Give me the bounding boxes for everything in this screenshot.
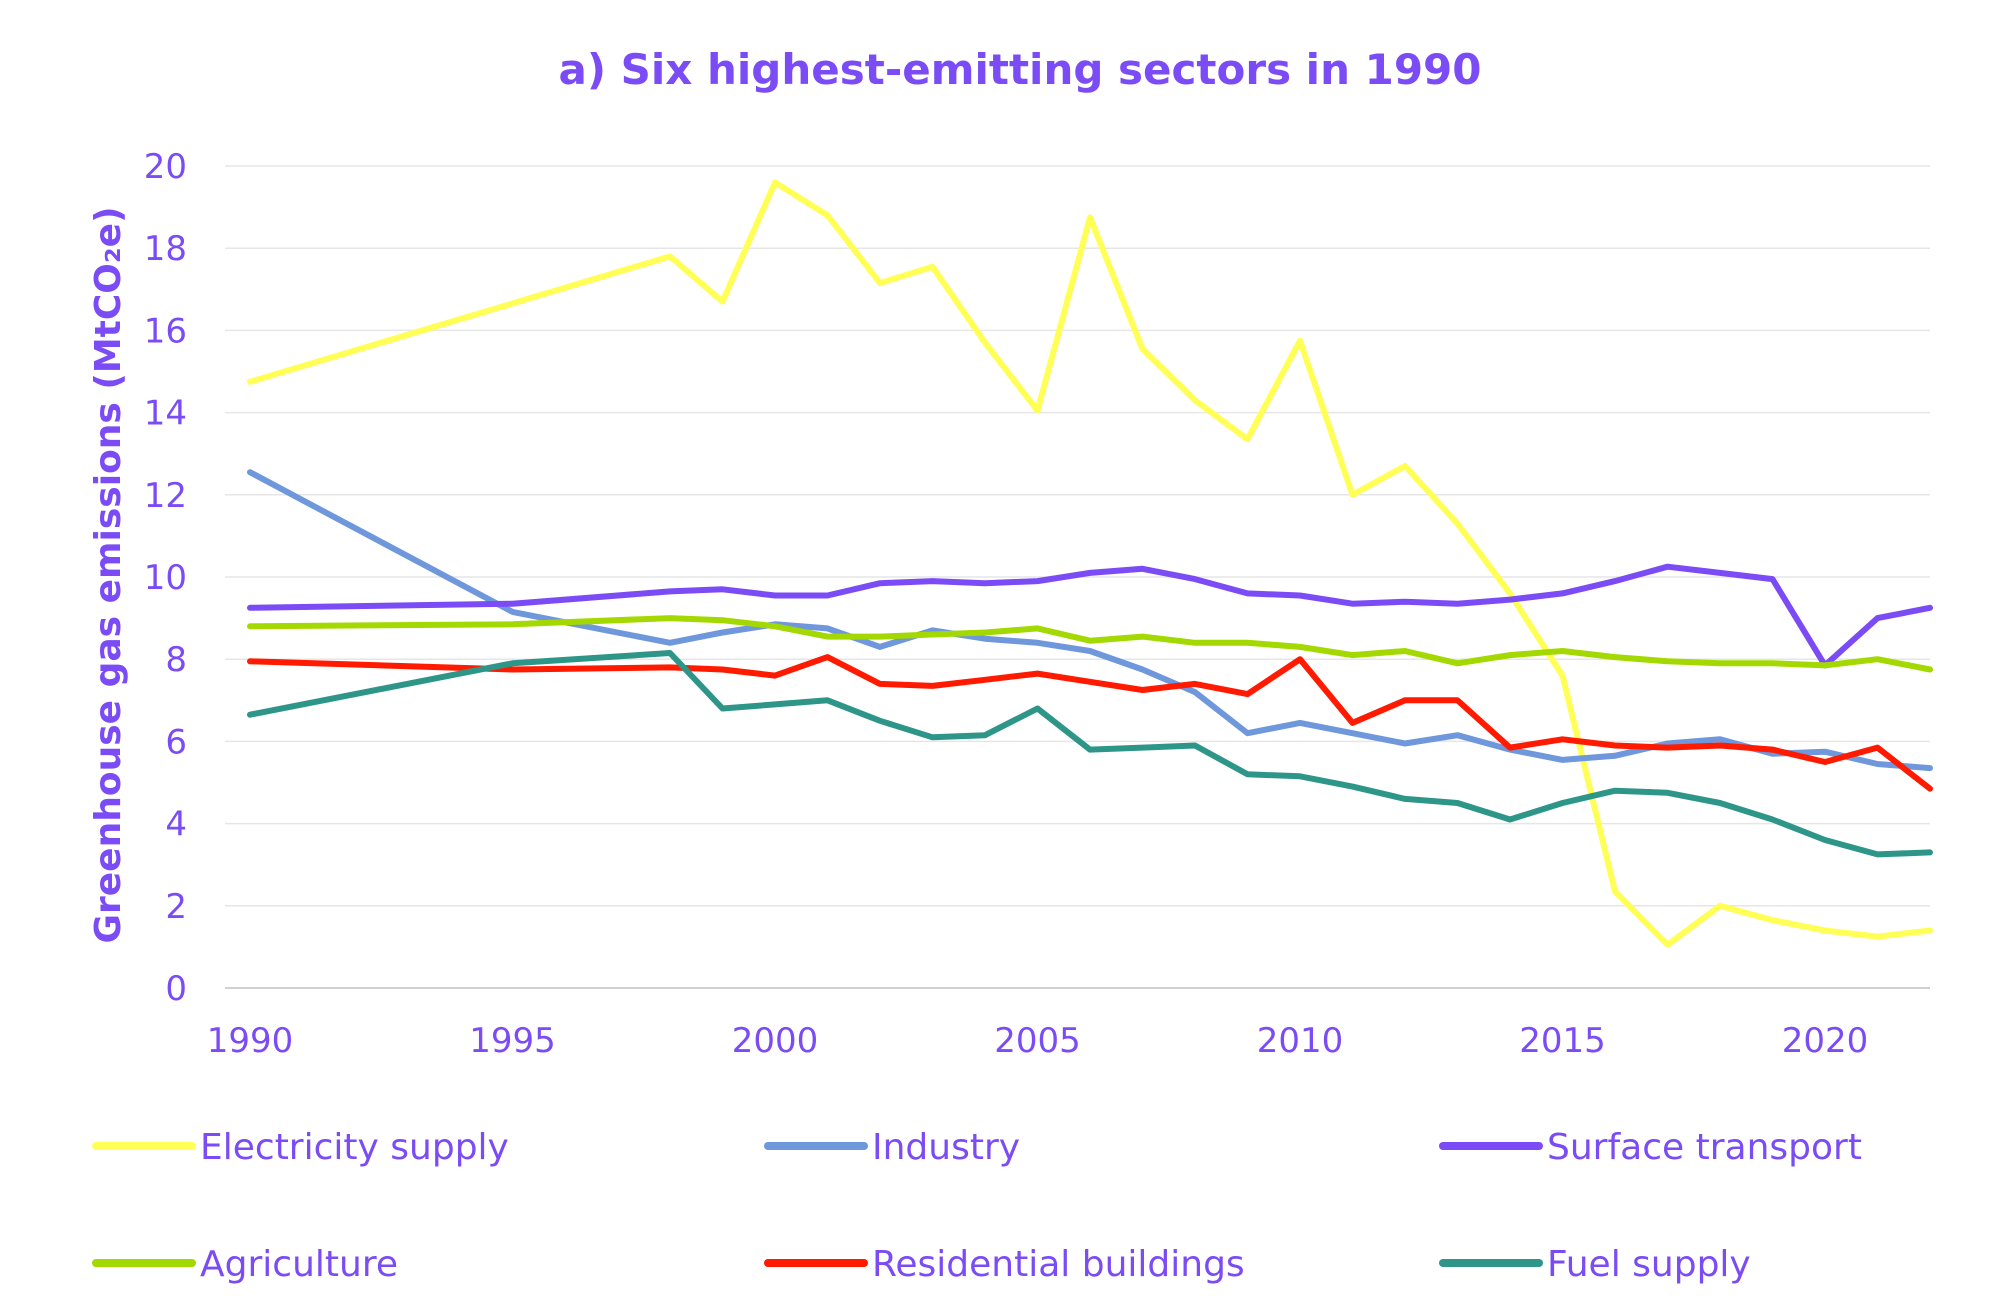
series-line-fuel-supply [247, 650, 1933, 858]
legend-label: Surface transport [1547, 1127, 1862, 1168]
series-line-electricity-supply [247, 179, 1933, 948]
legend-item: Surface transport [1439, 1127, 1862, 1168]
y-tick-label: 0 [165, 969, 187, 1009]
y-tick-label: 6 [165, 722, 187, 762]
y-axis-label: Greenhouse gas emissions (MtCO₂e) [88, 206, 129, 943]
series-line-surface-transport [247, 563, 1933, 669]
legend-item: Electricity supply [92, 1127, 509, 1168]
y-tick-label: 10 [144, 558, 187, 598]
legend-item: Industry [764, 1127, 1020, 1168]
y-tick-label: 16 [144, 311, 187, 351]
series-lines [247, 179, 1933, 948]
x-tick-label: 2010 [1257, 1021, 1344, 1061]
legend: Electricity supply Industry Surface transp… [92, 1127, 1862, 1285]
chart-title: a) Six highest-emitting sectors in 1990 [558, 45, 1481, 94]
x-tick-label: 1995 [469, 1021, 556, 1061]
x-tick-label: 1990 [207, 1021, 294, 1061]
y-tick-label: 4 [165, 805, 187, 845]
legend-label: Fuel supply [1547, 1244, 1751, 1285]
y-tick-label: 12 [144, 476, 187, 516]
legend-item: Residential buildings [764, 1244, 1245, 1285]
legend-label: Industry [872, 1127, 1020, 1168]
x-tick-label: 2005 [994, 1021, 1081, 1061]
legend-item: Agriculture [92, 1244, 398, 1285]
y-tick-label: 18 [144, 229, 187, 269]
legend-item: Fuel supply [1439, 1244, 1751, 1285]
series-line-residential-buildings [247, 654, 1933, 792]
legend-label: Electricity supply [200, 1127, 509, 1168]
legend-label: Agriculture [200, 1244, 398, 1285]
y-tick-label: 20 [144, 147, 187, 187]
series-line-agriculture [247, 615, 1933, 673]
y-tick-label: 14 [144, 394, 187, 434]
series-line-industry [247, 469, 1933, 772]
x-axis-ticks: 1990 1995 2000 2005 2010 2015 2020 [207, 1021, 1869, 1061]
y-tick-label: 2 [165, 887, 187, 927]
x-tick-label: 2015 [1519, 1021, 1606, 1061]
y-tick-label: 8 [165, 640, 187, 680]
legend-label: Residential buildings [872, 1244, 1245, 1285]
y-axis-ticks: 0 2 4 6 8 10 12 14 16 18 20 [144, 147, 187, 1009]
x-tick-label: 2000 [732, 1021, 819, 1061]
x-tick-label: 2020 [1782, 1021, 1869, 1061]
